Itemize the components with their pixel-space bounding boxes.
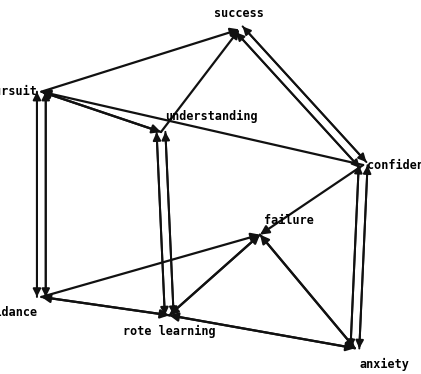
Text: understanding: understanding: [165, 110, 258, 123]
Text: pursuit: pursuit: [0, 85, 37, 98]
Text: success: success: [214, 7, 264, 20]
Text: avoidance: avoidance: [0, 306, 37, 319]
Text: anxiety: anxiety: [359, 358, 409, 371]
Text: confidence: confidence: [367, 159, 421, 172]
Text: failure: failure: [264, 214, 314, 227]
Text: rote learning: rote learning: [123, 325, 216, 338]
